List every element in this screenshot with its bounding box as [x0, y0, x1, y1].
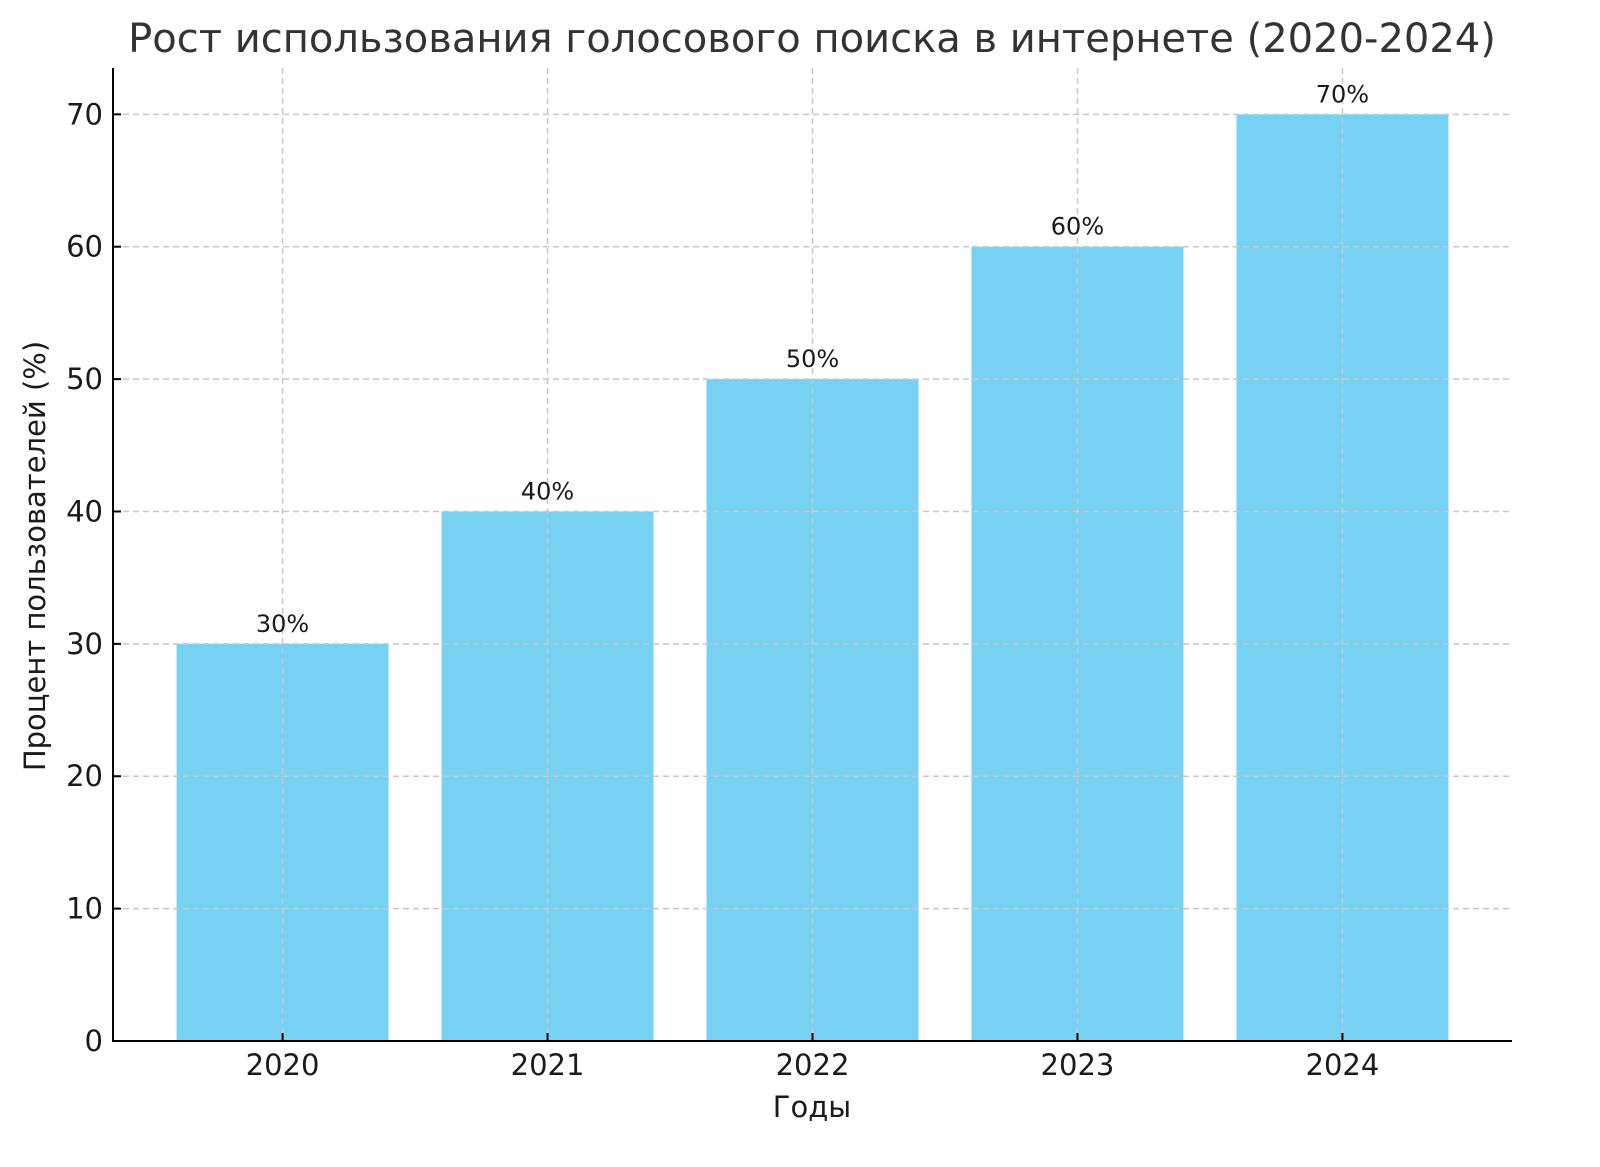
- y-tick-label: 60: [66, 230, 103, 264]
- data-label: 60%: [1051, 213, 1104, 241]
- data-label: 40%: [521, 477, 574, 505]
- y-axis-label: Процент пользователей (%): [18, 341, 52, 771]
- y-tick-label: 20: [66, 759, 103, 793]
- y-tick-label: 70: [66, 97, 103, 131]
- x-tick-label: 2020: [246, 1048, 320, 1082]
- chart-title: Рост использования голосового поиска в и…: [128, 16, 1496, 62]
- x-tick-label: 2021: [511, 1048, 585, 1082]
- x-axis-label: Годы: [773, 1090, 851, 1124]
- data-label: 70%: [1316, 80, 1369, 108]
- x-tick-label: 2023: [1041, 1048, 1115, 1082]
- x-tick-label: 2022: [776, 1048, 850, 1082]
- data-label: 30%: [256, 610, 309, 638]
- y-tick-label: 10: [66, 892, 103, 926]
- y-tick-label: 30: [66, 627, 103, 661]
- y-tick-label: 0: [85, 1024, 103, 1058]
- y-tick-label: 40: [66, 494, 103, 528]
- data-label: 50%: [786, 345, 839, 373]
- x-tick-label: 2024: [1306, 1048, 1380, 1082]
- y-tick-label: 50: [66, 362, 103, 396]
